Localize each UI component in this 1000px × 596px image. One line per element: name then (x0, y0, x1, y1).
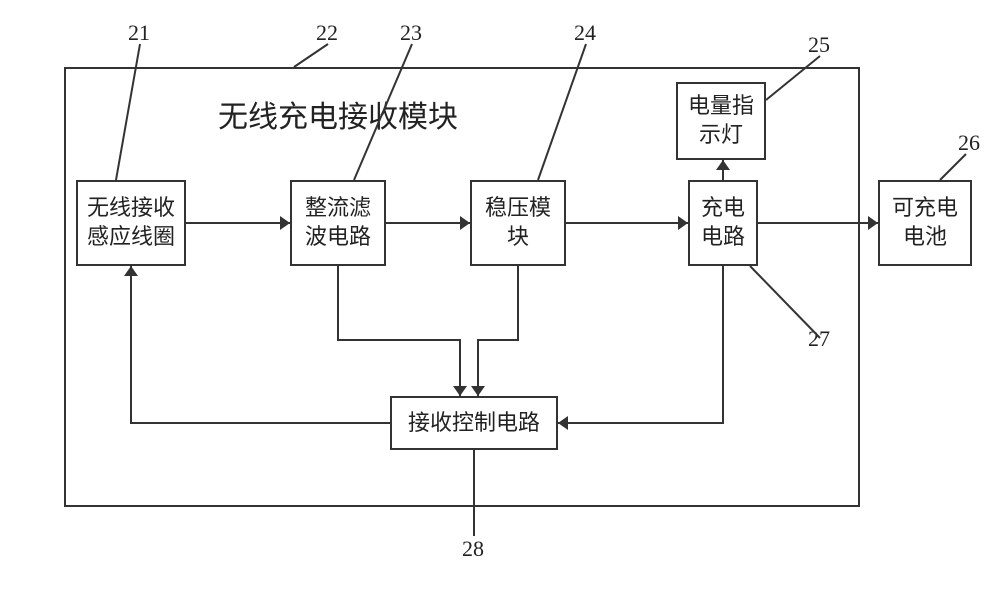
ref-24: 24 (574, 20, 596, 46)
ref-text: 21 (128, 20, 150, 45)
node-label: 整流滤 波电路 (305, 194, 371, 251)
module-title: 无线充电接收模块 (218, 92, 458, 136)
ref-23: 23 (400, 20, 422, 46)
ref-text: 25 (808, 32, 830, 57)
node-battery-indicator: 电量指 示灯 (676, 82, 766, 160)
node-rechargeable-battery: 可充电 电池 (878, 180, 972, 266)
node-label: 可充电 电池 (892, 194, 958, 251)
ref-text: 23 (400, 20, 422, 45)
node-rectifier-filter: 整流滤 波电路 (290, 180, 386, 266)
ref-27: 27 (808, 326, 830, 352)
ref-26: 26 (958, 130, 980, 156)
module-title-text: 无线充电接收模块 (218, 101, 458, 134)
node-label: 接收控制电路 (408, 409, 540, 438)
ref-text: 24 (574, 20, 596, 45)
ref-22: 22 (316, 20, 338, 46)
node-label: 无线接收 感应线圈 (87, 194, 175, 251)
node-wireless-receive-coil: 无线接收 感应线圈 (76, 180, 186, 266)
node-receive-control-circuit: 接收控制电路 (390, 396, 558, 450)
diagram-canvas: 无线充电接收模块 无线接收 感应线圈 整流滤 波电路 稳压模 块 电量指 示灯 … (0, 0, 1000, 596)
ref-text: 28 (462, 536, 484, 561)
ref-25: 25 (808, 32, 830, 58)
node-voltage-regulator: 稳压模 块 (470, 180, 566, 266)
ref-21: 21 (128, 20, 150, 46)
ref-28: 28 (462, 536, 484, 562)
node-label: 充电 电路 (701, 194, 745, 251)
node-label: 电量指 示灯 (688, 92, 754, 149)
node-label: 稳压模 块 (485, 194, 551, 251)
ref-text: 26 (958, 130, 980, 155)
ref-text: 22 (316, 20, 338, 45)
node-charging-circuit: 充电 电路 (688, 180, 758, 266)
ref-text: 27 (808, 326, 830, 351)
